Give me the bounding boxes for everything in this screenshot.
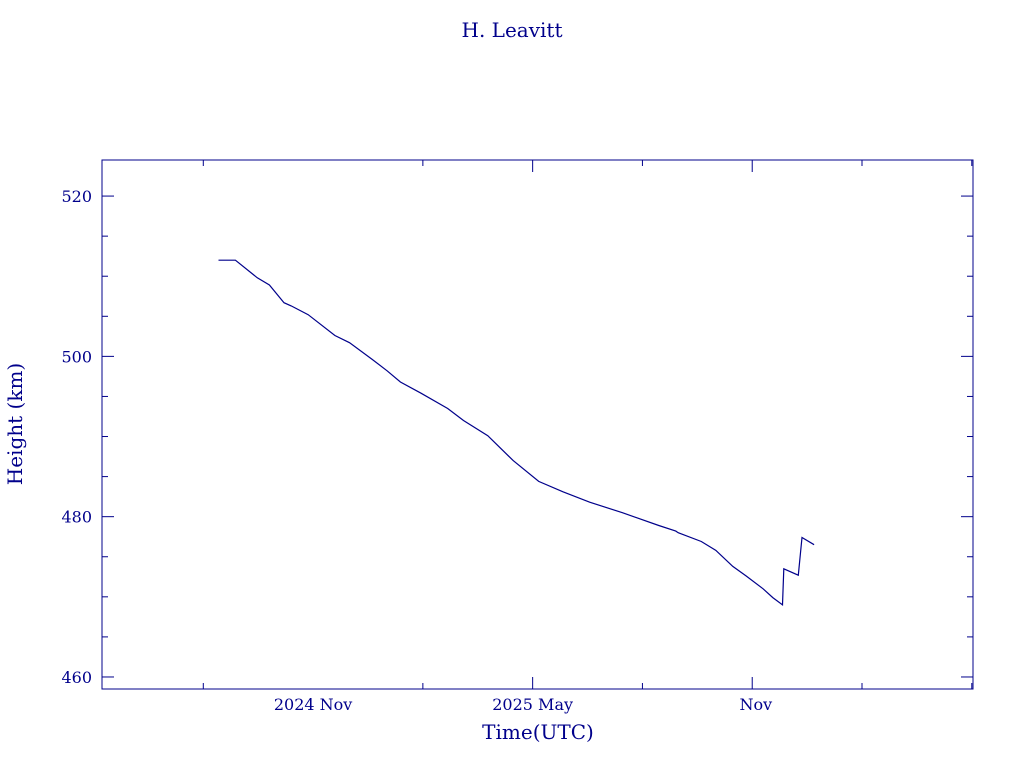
x-axis-label: Time(UTC) bbox=[482, 720, 594, 744]
y-tick-label: 480 bbox=[61, 508, 92, 527]
y-tick-label: 520 bbox=[61, 187, 92, 206]
height-series-line bbox=[218, 259, 815, 606]
plot-frame bbox=[101, 159, 974, 690]
x-tick-label: 2024 Nov bbox=[274, 695, 352, 714]
x-tick-label: Nov bbox=[740, 695, 773, 714]
x-tick-label: 2025 May bbox=[492, 695, 573, 714]
y-tick-labels: 460 480 500 520 bbox=[61, 187, 92, 687]
axis-ticks bbox=[102, 160, 973, 689]
y-tick-label: 460 bbox=[61, 668, 92, 687]
y-tick-label: 500 bbox=[61, 347, 92, 366]
y-axis-label: Height (km) bbox=[3, 363, 27, 485]
chart-title: H. Leavitt bbox=[462, 18, 563, 42]
x-tick-labels: 2024 Nov 2025 May Nov bbox=[274, 695, 772, 714]
